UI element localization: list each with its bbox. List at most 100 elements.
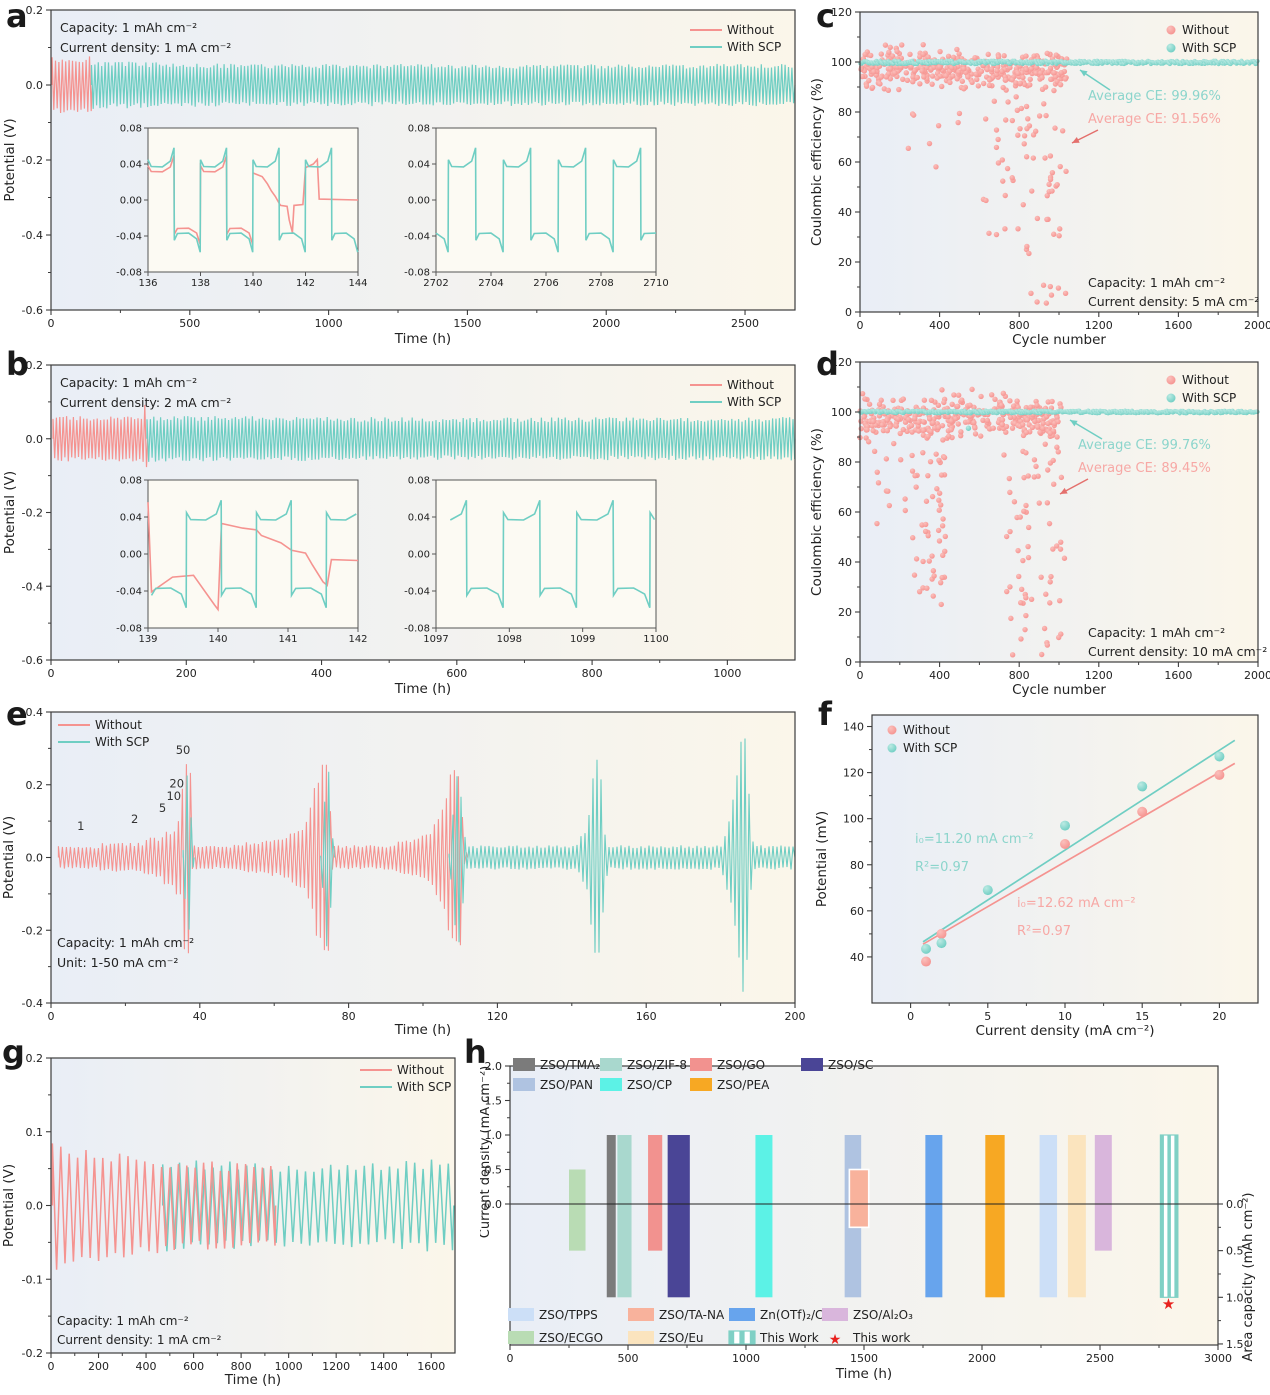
without-point (925, 532, 931, 539)
legend-dot (1166, 25, 1176, 35)
y-tick-label: 0.2 (26, 4, 44, 17)
legend-swatch (801, 1058, 823, 1071)
inset-y-tick-label: 0.04 (408, 160, 430, 171)
without-point (930, 568, 937, 574)
inset-content (147, 500, 359, 612)
axes: 0 500 1000 1500 2000 2500 0.2 0.0 -0.2 -0.4 -0.6 (22, 4, 796, 330)
inset-y-tick-label: -0.08 (116, 268, 142, 279)
voltage-trace (146, 416, 796, 462)
inset-plot (147, 479, 359, 629)
without-point (933, 451, 939, 457)
without-point (926, 416, 933, 422)
without-point (862, 396, 868, 402)
without-point (1034, 215, 1041, 222)
without-point (1051, 87, 1057, 94)
y-tick-label: 80 (838, 106, 852, 119)
panel-letter-g: g (2, 1033, 25, 1071)
inset-x-tick-label: 140 (208, 634, 227, 645)
legend-label: Without (1182, 373, 1229, 387)
x-tick-label: 0 (48, 667, 55, 680)
bars (569, 1134, 1179, 1298)
legend-label: This Work (759, 1331, 819, 1345)
inset-y-tick-label: -0.08 (116, 624, 142, 635)
without-point (995, 136, 1001, 143)
without-point (1027, 404, 1034, 410)
without-point (1021, 81, 1028, 88)
bar (617, 1135, 632, 1298)
without-point (1008, 615, 1014, 622)
without-point (994, 68, 1000, 74)
inset-x-tick-label: 2706 (533, 278, 558, 289)
without-point (930, 420, 936, 426)
without-point (945, 53, 952, 60)
without-point (955, 392, 962, 398)
without-point (1061, 555, 1068, 561)
inset-y-tick-label: 0.08 (120, 124, 142, 135)
without-point (1017, 80, 1024, 86)
y-tick-label: -0.2 (22, 507, 43, 520)
without-point (986, 77, 993, 83)
without-point (1023, 502, 1029, 509)
without-point (1015, 226, 1021, 232)
condition-note: Capacity: 1 mAh cm⁻² (57, 935, 194, 950)
without-point (905, 145, 912, 152)
without-point (889, 53, 896, 59)
without-point (1023, 103, 1030, 110)
bar (755, 1135, 773, 1298)
without-point (1043, 300, 1050, 306)
without-point (1031, 53, 1037, 59)
bar (667, 1135, 690, 1298)
without-point (1049, 188, 1055, 194)
without-point (975, 83, 982, 89)
condition-note: Current density: 10 mA cm⁻² (1088, 644, 1267, 659)
without-point (1044, 500, 1051, 506)
legend-dot (1166, 43, 1176, 53)
without-point (988, 66, 995, 72)
without-point (876, 401, 883, 408)
without-point (1009, 175, 1015, 181)
without-point (984, 417, 991, 424)
y-tick-label: 20 (838, 256, 852, 269)
without-point (1036, 500, 1042, 506)
without-point (892, 70, 898, 76)
without-point (986, 230, 992, 236)
curve (449, 500, 656, 608)
without-point (993, 127, 1000, 133)
without-point (1025, 543, 1031, 550)
without-point (1058, 539, 1064, 545)
y-tick-label: 40 (838, 206, 852, 219)
without-point (1040, 420, 1046, 426)
without-point (1014, 107, 1021, 114)
x-tick-label: 400 (929, 319, 950, 332)
without-point (999, 417, 1006, 423)
without-point (1023, 429, 1030, 436)
x-tick-label: 1500 (850, 1352, 878, 1365)
without-point (1062, 76, 1069, 82)
without-point (961, 66, 967, 72)
without-point (1018, 600, 1024, 606)
axes: 0 5 10 15 20 40 60 80 100 120 140 (843, 714, 1259, 1023)
inset-y-tick-label: -0.04 (116, 232, 142, 243)
without-point (1021, 133, 1028, 139)
condition-note: Capacity: 1 mAh cm⁻² (60, 20, 197, 35)
without-point (922, 528, 929, 535)
legend: Without With SCP (58, 718, 149, 749)
without-point (985, 51, 991, 58)
without-point (866, 401, 873, 407)
x-tick-label: 1200 (1085, 669, 1113, 682)
without-point (941, 399, 947, 406)
without-point (869, 84, 876, 91)
inset-x-tick-label: 140 (243, 278, 262, 289)
condition-note: Unit: 1-50 mA cm⁻² (57, 955, 178, 970)
legend-label: ZSO/ECGO (539, 1331, 603, 1345)
without-point (902, 496, 908, 502)
legend-label: Without (95, 718, 142, 732)
x-tick-label: 15 (1135, 1010, 1149, 1023)
without-point (858, 66, 864, 72)
without-point (1021, 508, 1027, 514)
without-point (1009, 652, 1016, 658)
withscp-point (965, 425, 972, 431)
without-point (993, 231, 1000, 238)
without-point (1018, 636, 1024, 642)
